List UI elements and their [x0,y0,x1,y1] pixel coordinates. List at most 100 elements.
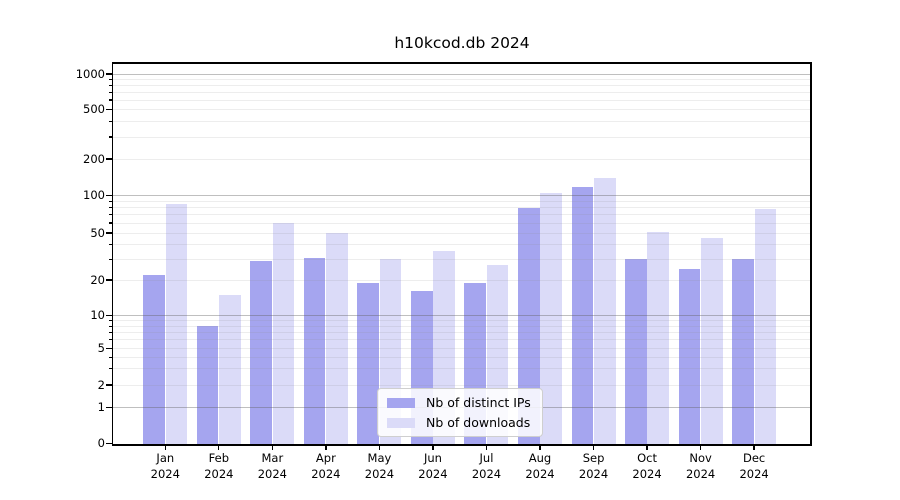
y-minor-tick-mark [108,120,112,123]
y-tick-mark [106,315,112,317]
y-minor-tick-mark [108,214,112,216]
x-tick-mark [592,445,595,450]
minor-gridline [113,84,810,86]
minor-gridline [113,243,810,245]
bar-nb-of-downloads-dec [754,208,777,444]
bar-nb-of-distinct-ips-feb [196,326,219,444]
y-tick-mark [106,407,112,409]
bar-nb-of-downloads-nov [701,238,723,444]
x-tick-label-dec: Dec 2024 [739,451,769,481]
major-gridline [113,315,810,317]
bar-nb-of-downloads-feb [219,294,241,444]
x-tick-mark [378,445,381,450]
minor-gridline [113,320,810,322]
minor-gridline [113,108,810,110]
x-tick-label-jan: Jan 2024 [150,451,180,481]
x-tick-label-mar: Mar 2024 [257,451,287,481]
legend-label-downloads: Nb of downloads [426,415,531,430]
y-minor-tick-mark [108,320,112,322]
y-minor-tick-mark [108,222,112,224]
minor-gridline [113,222,810,224]
x-tick-label-may: May 2024 [364,451,395,481]
minor-gridline [113,347,810,349]
y-minor-tick-mark [108,356,112,358]
minor-gridline [113,232,810,234]
bar-nb-of-distinct-ips-oct [625,259,647,444]
bar-nb-of-distinct-ips-apr [303,257,326,444]
legend-item-distinct-ips: Nb of distinct IPs [387,395,533,410]
y-minor-tick-mark [108,368,112,370]
bar-nb-of-distinct-ips-may [357,282,379,444]
chart-title: h10kcod.db 2024 [394,34,530,52]
legend-swatch-downloads [387,417,415,428]
minor-gridline [113,158,810,160]
legend-swatch-distinct-ips [387,397,415,408]
x-tick-label-feb: Feb 2024 [204,451,234,481]
y-minor-tick-mark [108,384,112,386]
minor-gridline [113,368,810,370]
y-tick-label: 1 [97,400,105,415]
bottom-axis-spine [111,444,812,446]
legend-item-downloads: Nb of downloads [387,415,533,430]
x-tick-label-jun: Jun 2024 [418,451,448,481]
y-minor-tick-mark [108,258,112,260]
y-tick-label: 5 [97,340,105,355]
x-tick-label-nov: Nov 2024 [685,451,716,481]
x-tick-mark [271,445,273,450]
x-tick-mark [699,445,702,450]
y-minor-tick-mark [108,243,112,246]
y-minor-tick-mark [108,325,112,327]
x-tick-label-aug: Aug 2024 [525,451,555,481]
y-tick-label: 200 [83,151,105,166]
y-tick-label: 500 [83,101,105,116]
x-tick-label-oct: Oct 2024 [632,451,662,481]
minor-gridline [113,91,810,93]
y-minor-tick-mark [108,136,112,138]
y-minor-tick-mark [108,108,112,110]
bar-nb-of-distinct-ips-sep [571,186,594,444]
legend: Nb of distinct IPs Nb of downloads [377,388,543,437]
y-minor-tick-mark [108,331,112,334]
y-tick-label: 50 [90,225,105,240]
major-gridline [113,73,810,75]
y-minor-tick-mark [108,347,112,349]
bar-nb-of-distinct-ips-nov [678,268,701,444]
bar-nb-of-downloads-apr [326,233,348,444]
bar-nb-of-downloads-sep [593,177,616,444]
x-tick-mark [539,445,541,450]
bar-nb-of-distinct-ips-aug [518,207,540,444]
minor-gridline [113,331,810,333]
y-minor-tick-mark [108,99,112,101]
left-axis-spine [111,62,114,446]
minor-gridline [113,325,810,327]
y-minor-tick-mark [108,158,112,160]
y-tick-label: 20 [90,272,105,287]
legend-label-distinct-ips: Nb of distinct IPs [426,395,531,410]
major-gridline [113,195,810,196]
minor-gridline [113,384,810,386]
y-minor-tick-mark [108,78,112,80]
y-minor-tick-mark [108,339,112,341]
x-tick-mark [325,445,327,450]
x-tick-mark [753,445,755,450]
x-tick-mark [485,445,488,450]
minor-gridline [113,136,810,138]
minor-gridline [113,279,810,281]
y-minor-tick-mark [108,206,112,209]
minor-gridline [113,120,810,122]
minor-gridline [113,200,810,202]
y-tick-label: 0 [97,436,105,450]
right-axis-spine [810,62,812,446]
y-tick-mark [106,442,112,445]
y-tick-mark [106,194,112,197]
minor-gridline [113,356,810,358]
x-tick-mark [432,445,434,450]
x-tick-label-apr: Apr 2024 [311,451,341,481]
minor-gridline [113,258,810,260]
y-minor-tick-mark [108,84,112,86]
y-minor-tick-mark [108,279,112,281]
top-axis-spine [111,62,812,64]
minor-gridline [113,339,810,341]
bar-nb-of-distinct-ips-mar [250,260,272,444]
y-tick-label: 10 [90,308,105,323]
